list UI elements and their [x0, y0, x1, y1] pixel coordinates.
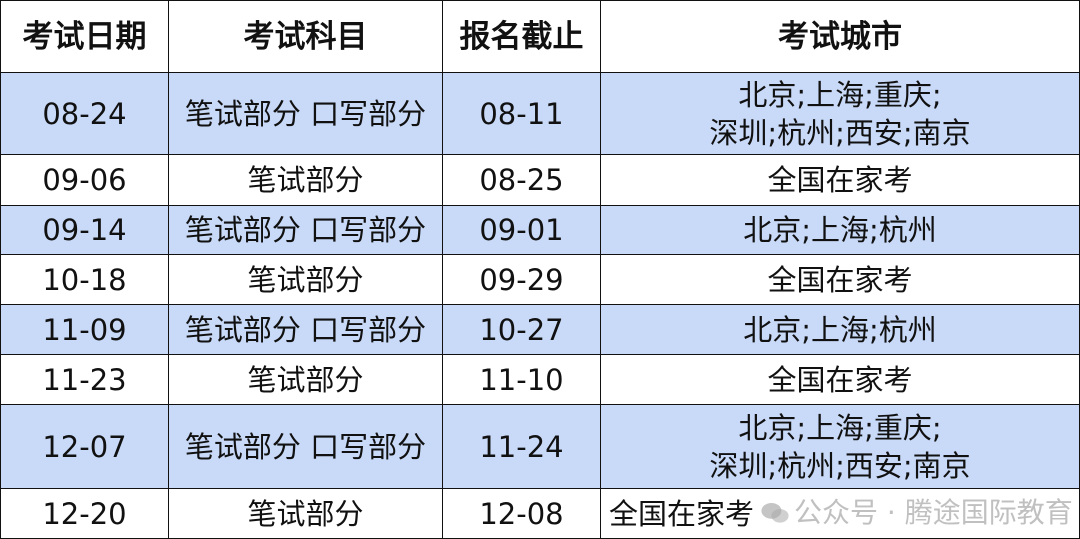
date-cell: 12-20: [0, 488, 169, 539]
city-line: 全国在家考: [609, 496, 755, 531]
city-cell: 北京;上海;杭州: [600, 205, 1080, 255]
subject-cell: 笔试部分 口写部分: [168, 304, 443, 355]
subject-cell: 笔试部分 口写部分: [168, 72, 443, 155]
deadline-cell: 10-27: [442, 304, 601, 355]
city-cell: 北京;上海;重庆; 深圳;杭州;西安;南京: [600, 72, 1080, 155]
date-cell: 11-23: [0, 354, 169, 405]
subject-cell: 笔试部分: [168, 154, 443, 206]
deadline-cell: 09-01: [442, 205, 601, 255]
header-deadline: 报名截止: [442, 0, 601, 73]
wechat-icon: [761, 503, 789, 523]
city-line: 深圳;杭州;西安;南京: [709, 115, 971, 150]
subject-cell: 笔试部分 口写部分: [168, 205, 443, 255]
table-row: 09-06 笔试部分 08-25 全国在家考: [0, 154, 1080, 206]
watermark-text: 公众号 · 腾途国际教育: [794, 496, 1073, 529]
subject-cell: 笔试部分: [168, 254, 443, 305]
date-cell: 12-07: [0, 404, 169, 489]
table-row: 11-09 笔试部分 口写部分 10-27 北京;上海;杭州: [0, 304, 1080, 355]
city-cell: 北京;上海;重庆; 深圳;杭州;西安;南京: [600, 404, 1080, 489]
city-cell: 全国在家考: [600, 154, 1080, 206]
deadline-cell: 08-11: [442, 72, 601, 155]
date-cell: 10-18: [0, 254, 169, 305]
header-city: 考试城市: [600, 0, 1080, 73]
table-row: 11-23 笔试部分 11-10 全国在家考: [0, 354, 1080, 405]
city-line: 全国在家考: [767, 262, 913, 297]
city-line: 北京;上海;杭州: [743, 312, 937, 347]
date-cell: 11-09: [0, 304, 169, 355]
table-row: 08-24 笔试部分 口写部分 08-11 北京;上海;重庆; 深圳;杭州;西安;南京: [0, 72, 1080, 155]
table-row: 09-14 笔试部分 口写部分 09-01 北京;上海;杭州: [0, 205, 1080, 255]
watermark: 公众号 · 腾途国际教育: [760, 493, 1073, 533]
city-cell: 北京;上海;杭州: [600, 304, 1080, 355]
deadline-cell: 12-08: [442, 488, 601, 539]
date-cell: 08-24: [0, 72, 169, 155]
deadline-cell: 11-24: [442, 404, 601, 489]
table-row: 12-07 笔试部分 口写部分 11-24 北京;上海;重庆; 深圳;杭州;西安;南京: [0, 404, 1080, 489]
header-row: 考试日期 考试科目 报名截止 考试城市: [0, 0, 1080, 73]
date-cell: 09-06: [0, 154, 169, 206]
subject-cell: 笔试部分 口写部分: [168, 404, 443, 489]
deadline-cell: 08-25: [442, 154, 601, 206]
table-row: 10-18 笔试部分 09-29 全国在家考: [0, 254, 1080, 305]
city-line: 全国在家考: [767, 362, 913, 397]
subject-cell: 笔试部分: [168, 488, 443, 539]
subject-cell: 笔试部分: [168, 354, 443, 405]
city-cell: 全国在家考: [600, 354, 1080, 405]
city-line: 北京;上海;重庆;: [738, 410, 942, 445]
city-line: 北京;上海;重庆;: [738, 77, 942, 112]
deadline-cell: 11-10: [442, 354, 601, 405]
city-line: 深圳;杭州;西安;南京: [709, 448, 971, 483]
header-date: 考试日期: [0, 0, 169, 73]
deadline-cell: 09-29: [442, 254, 601, 305]
date-cell: 09-14: [0, 205, 169, 255]
city-line: 北京;上海;杭州: [743, 213, 937, 247]
header-subject: 考试科目: [168, 0, 443, 73]
city-cell: 全国在家考: [600, 254, 1080, 305]
city-line: 全国在家考: [767, 163, 913, 197]
